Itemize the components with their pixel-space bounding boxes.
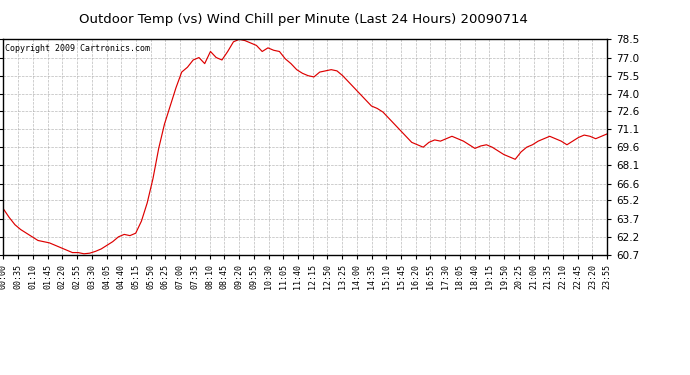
Text: Copyright 2009 Cartronics.com: Copyright 2009 Cartronics.com (5, 44, 150, 53)
Text: Outdoor Temp (vs) Wind Chill per Minute (Last 24 Hours) 20090714: Outdoor Temp (vs) Wind Chill per Minute … (79, 13, 528, 26)
